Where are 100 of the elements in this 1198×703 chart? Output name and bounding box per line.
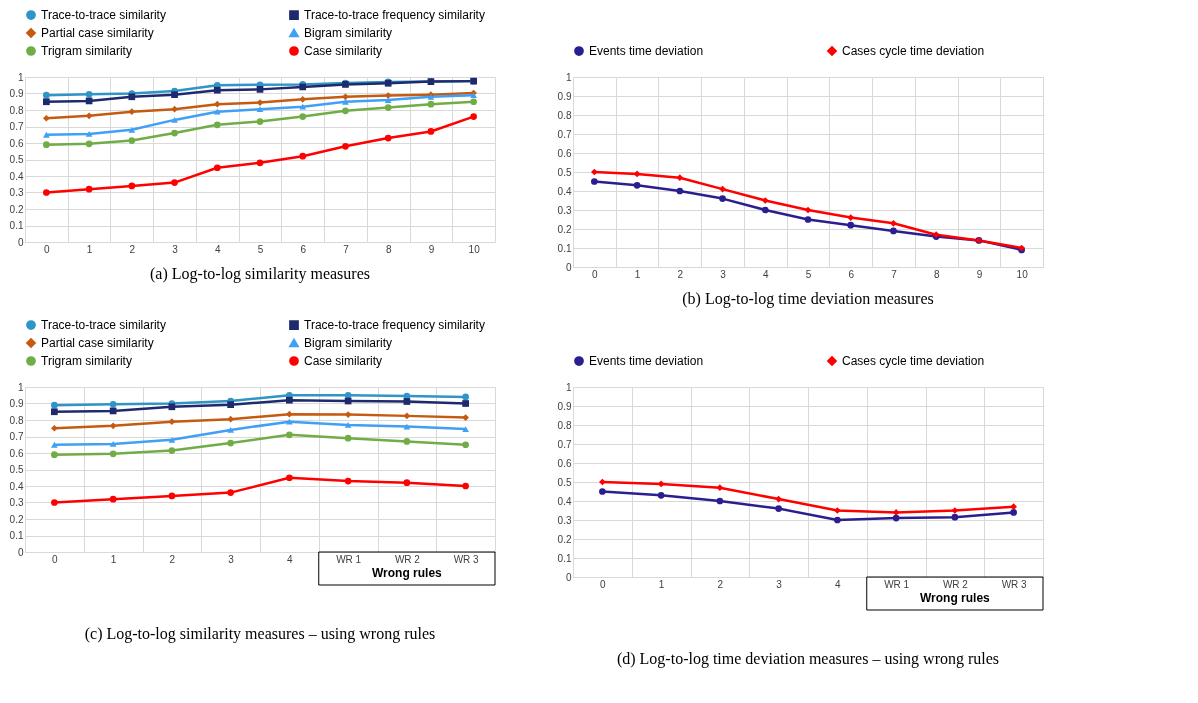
x-tick-label: 3 [720,268,727,280]
x-tick-label: 2 [717,578,724,590]
x-tick-label: WR 3 [453,553,480,565]
x-tick-label: 0 [44,243,51,255]
x-tick-label: 10 [468,243,481,255]
y-tick-label: 1 [17,71,24,83]
y-tick-label: 0.6 [557,457,572,469]
legend-label: Case similarity [304,354,383,368]
x-tick-label: 10 [1016,268,1029,280]
x-tick-label: WR 3 [1001,578,1028,590]
legend-label: Cases cycle time deviation [842,354,985,369]
legend-label: Partial case similarity [41,336,154,350]
x-tick-label: 5 [257,243,264,255]
x-tick-label: WR 2 [942,578,969,590]
x-tick-label: 7 [891,268,898,280]
x-tick-label: 1 [634,268,641,280]
legend-label: Trace-to-trace similarity [41,8,166,23]
y-tick-label: 0.1 [557,242,572,254]
text: Wrong rules [371,566,443,580]
x-tick-label: 0 [600,578,607,590]
y-tick-label: 0.7 [9,431,24,442]
x-tick-label: 8 [933,268,940,280]
x-tick-label: 4 [214,243,221,255]
legend-label: Trigram similarity [41,44,132,58]
y-tick-label: 0.6 [9,447,24,459]
legend-label: Bigram similarity [304,26,393,40]
y-tick-label: 0.9 [9,88,24,99]
y-tick-label: 0.5 [9,464,24,475]
x-tick-label: 3 [228,553,235,565]
legend-label: Trigram similarity [41,354,132,368]
legend-label: Trace-to-trace frequency similarity [304,8,485,23]
text: Wrong rules [919,591,991,605]
text: (d) Log-to-log time deviation measures – using wrong rules [616,649,1000,668]
x-tick-label: 9 [976,268,983,280]
x-tick-label: 1 [658,578,665,590]
y-tick-label: 0.8 [557,419,572,431]
x-tick-label: 1 [86,243,93,255]
y-tick-label: 0.2 [9,203,24,215]
x-tick-label: WR 1 [884,578,910,590]
x-tick-label: 8 [385,243,392,255]
legend-label: Events time deviation [589,44,704,59]
x-tick-label: 2 [677,268,684,280]
legend-label: Case similarity [304,44,383,58]
legend-label: Trace-to-trace similarity [41,318,166,333]
y-tick-label: 0.3 [9,187,24,198]
y-tick-label: 0.9 [9,398,24,409]
y-tick-label: 0.5 [557,166,572,178]
x-tick-label: 3 [776,578,783,590]
y-tick-label: 0.1 [557,552,572,564]
x-tick-label: 4 [762,268,769,280]
y-tick-label: 0.6 [9,137,24,149]
y-tick-label: 0.1 [9,220,24,231]
y-tick-label: 0.4 [9,170,24,182]
y-tick-label: 0.2 [557,223,572,235]
y-tick-label: 0.9 [557,400,572,412]
x-tick-label: 4 [287,553,294,565]
y-tick-label: 0.3 [9,497,24,508]
y-tick-label: 0.2 [557,533,572,545]
y-tick-label: 0.5 [9,154,24,165]
y-tick-label: 0.7 [9,121,24,132]
x-tick-label: 6 [848,268,855,280]
x-tick-label: 0 [592,268,599,280]
x-tick-label: 2 [129,243,136,255]
x-tick-label: 6 [300,243,307,255]
legend-label: Trace-to-trace frequency similarity [304,318,485,333]
y-tick-label: 1 [17,381,24,393]
y-tick-label: 0.7 [557,438,572,450]
y-tick-label: 0.8 [9,414,24,426]
x-tick-label: 2 [169,553,176,565]
y-tick-label: 1 [565,381,572,393]
x-tick-label: 3 [172,243,179,255]
y-tick-label: 0.6 [557,147,572,159]
x-tick-label: 1 [110,553,117,565]
y-tick-label: 0.8 [557,109,572,121]
y-tick-label: 0.4 [9,480,24,492]
y-tick-label: 0.9 [557,90,572,102]
x-tick-label: 9 [428,243,435,255]
text: (b) Log-to-log time deviation measures [682,290,934,308]
text: (a) Log-to-log similarity measures [150,265,370,283]
y-tick-label: 0.7 [557,128,572,140]
y-tick-label: 0.8 [9,104,24,116]
legend-label: Events time deviation [589,354,704,369]
y-tick-label: 0.5 [557,476,572,488]
y-tick-label: 0.3 [557,514,572,526]
x-tick-label: 7 [343,243,350,255]
x-tick-label: 4 [835,578,842,590]
legend-label: Bigram similarity [304,336,393,350]
x-tick-label: 0 [52,553,59,565]
y-tick-label: 0.4 [557,185,572,197]
x-tick-label: WR 2 [394,553,421,565]
y-tick-label: 0.3 [557,204,572,216]
x-tick-label: WR 1 [336,553,362,565]
x-tick-label: 5 [805,268,812,280]
legend-label: Cases cycle time deviation [842,44,985,59]
y-tick-label: 0.4 [557,495,572,507]
y-tick-label: 0.2 [9,513,24,525]
y-tick-label: 1 [565,71,572,83]
text: (c) Log-to-log similarity measures – using wrong rules [84,624,436,643]
legend-label: Partial case similarity [41,26,154,40]
y-tick-label: 0.1 [9,530,24,541]
